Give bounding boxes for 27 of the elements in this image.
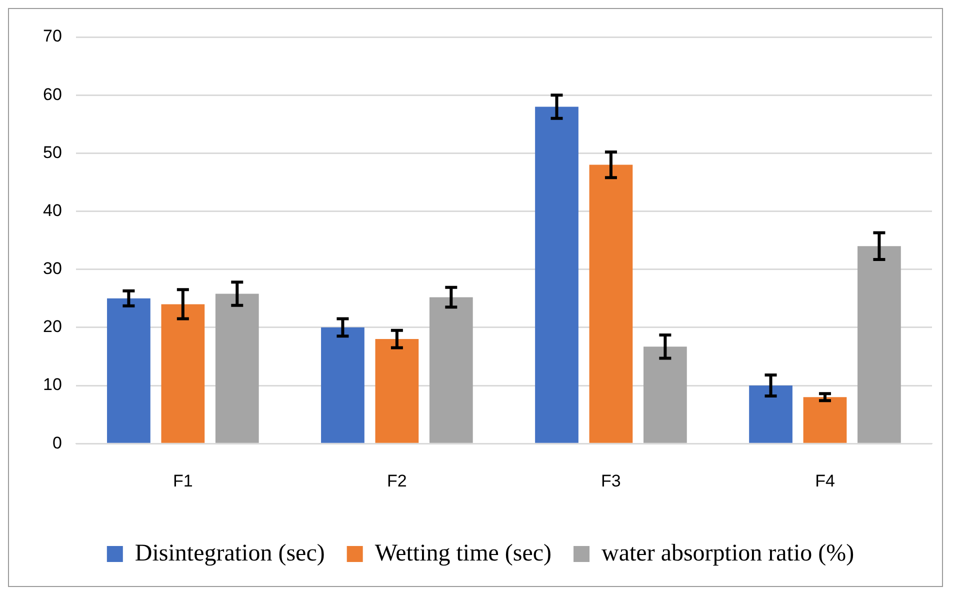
- x-tick-label: F4: [815, 471, 835, 490]
- y-tick-label: 20: [42, 317, 62, 336]
- bar: [858, 246, 901, 443]
- bar: [161, 304, 205, 443]
- legend-label: Wetting time (sec): [374, 540, 552, 566]
- x-tick-label: F3: [601, 471, 621, 490]
- bar: [589, 164, 633, 443]
- y-tick-label: 0: [52, 433, 62, 452]
- bar: [535, 106, 578, 443]
- y-tick-label: 60: [42, 84, 62, 104]
- bar: [749, 386, 792, 443]
- bar: [215, 294, 259, 443]
- y-tick-label: 70: [42, 26, 62, 46]
- legend-label: Disintegration (sec): [134, 540, 325, 566]
- y-tick-label: 10: [42, 375, 62, 394]
- legend-label: water absorption ratio (%): [602, 540, 854, 566]
- x-tick-label: F1: [173, 471, 193, 490]
- bar: [321, 327, 364, 443]
- y-tick-label: 40: [42, 200, 62, 220]
- x-tick-label: F2: [387, 471, 407, 490]
- bar: [803, 397, 847, 443]
- bar: [429, 297, 473, 443]
- y-tick-label: 50: [42, 142, 62, 162]
- bar: [643, 346, 687, 443]
- y-tick-label: 30: [42, 259, 62, 278]
- bar: [107, 298, 150, 443]
- bar: [375, 339, 419, 443]
